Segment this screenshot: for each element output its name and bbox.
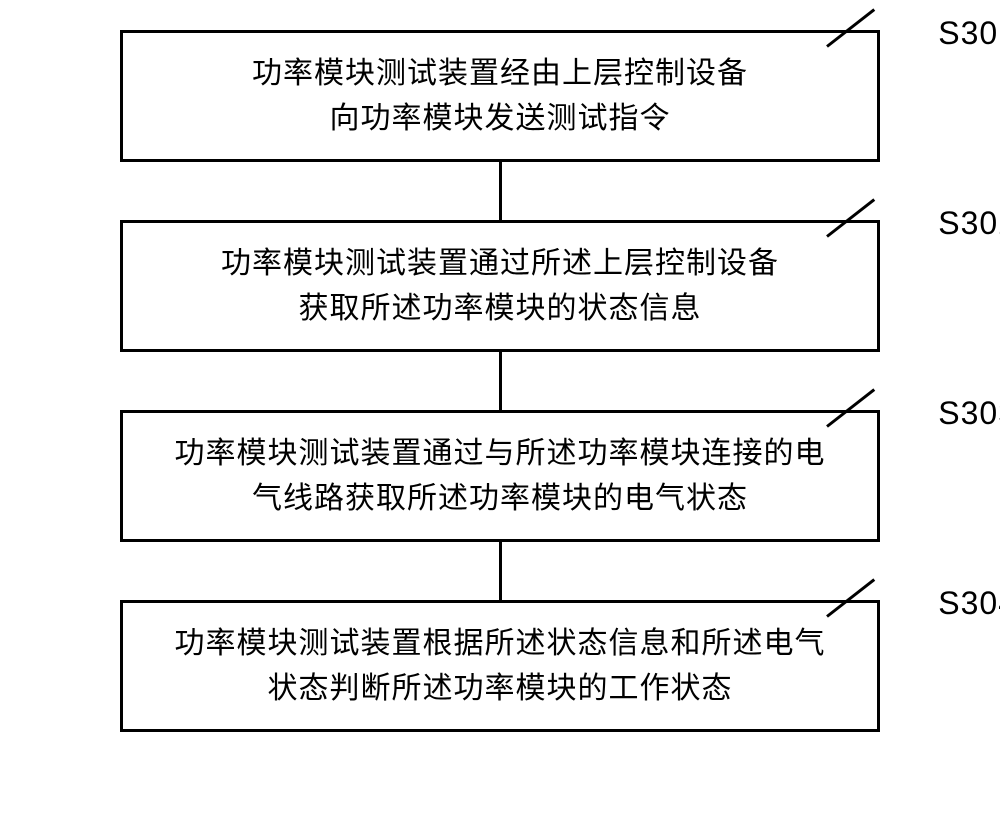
step-label: S304 [938,585,1000,622]
callout-line [826,198,875,237]
flowchart-connector [499,542,502,600]
flowchart-container: 功率模块测试装置经由上层控制设备向功率模块发送测试指令S301 功率模块测试装置通… [70,30,930,732]
step-text: 功率模块测试装置经由上层控制设备向功率模块发送测试指令 [252,51,748,141]
flowchart-connector [499,352,502,410]
callout-line [826,388,875,427]
callout-line [826,578,875,617]
callout-line [826,8,875,47]
step-text: 功率模块测试装置通过与所述功率模块连接的电气线路获取所述功率模块的电气状态 [175,431,826,521]
flowchart-step: 功率模块测试装置通过所述上层控制设备获取所述功率模块的状态信息S302 [120,220,880,352]
step-text: 功率模块测试装置通过所述上层控制设备获取所述功率模块的状态信息 [221,241,779,331]
step-label: S301 [938,15,1000,52]
flowchart-step: 功率模块测试装置经由上层控制设备向功率模块发送测试指令S301 [120,30,880,162]
flowchart-step: 功率模块测试装置根据所述状态信息和所述电气状态判断所述功率模块的工作状态S304 [120,600,880,732]
step-label: S302 [938,205,1000,242]
step-label: S303 [938,395,1000,432]
flowchart-step: 功率模块测试装置通过与所述功率模块连接的电气线路获取所述功率模块的电气状态S30… [120,410,880,542]
step-text: 功率模块测试装置根据所述状态信息和所述电气状态判断所述功率模块的工作状态 [175,621,826,711]
flowchart-connector [499,162,502,220]
